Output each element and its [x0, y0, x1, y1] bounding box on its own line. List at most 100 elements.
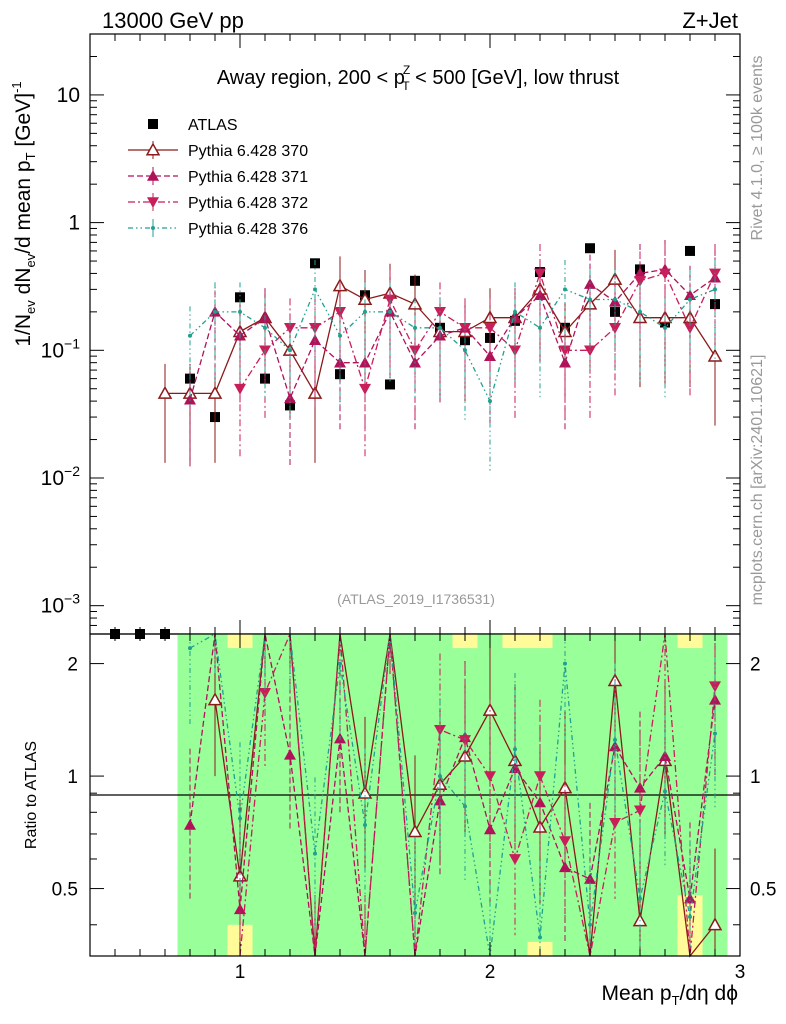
main-point [388, 309, 392, 314]
main-point [385, 379, 395, 390]
ratio-point [713, 731, 717, 736]
main-ticks: 10−3 10−2 10−1 1 10 [41, 33, 741, 635]
main-point [407, 296, 423, 310]
ratio-point [234, 903, 246, 915]
ratio-y-tick-label-right: 0.5 [750, 880, 776, 901]
main-point [559, 345, 571, 357]
main-point [488, 399, 492, 404]
ratio-point [634, 805, 646, 817]
main-point [613, 297, 617, 302]
main-point [238, 309, 242, 314]
y-tick-label: 10 [57, 84, 80, 107]
rivet-label: Rivet 4.1.0, ≥ 100k events [749, 56, 766, 241]
analysis-watermark: (ATLAS_2019_I1736531) [337, 591, 495, 607]
main-point [684, 289, 696, 301]
mcplots-label: mcplots.cern.ch [arXiv:2401.10621] [749, 355, 766, 606]
legend-marker [147, 197, 159, 208]
ratio-point [207, 692, 223, 706]
ratio-point [563, 661, 567, 666]
main-point [659, 268, 671, 280]
ratio-point [184, 818, 196, 830]
ratio-point [534, 796, 546, 808]
ratio-point [413, 911, 417, 916]
legend-marker [151, 226, 155, 230]
ratio-point [363, 822, 367, 827]
ratio-y-tick-label: 2 [67, 655, 78, 676]
ratio-point [638, 896, 642, 901]
ratio-series-line-3 [189, 632, 716, 957]
main-point [484, 323, 496, 334]
legend-label: Pythia 6.428 370 [188, 143, 308, 160]
y-tick-label: 1 [68, 212, 80, 235]
ratio-point [438, 774, 442, 779]
main-point [207, 385, 223, 399]
legend-label: Pythia 6.428 372 [188, 195, 308, 212]
main-point [188, 333, 192, 338]
plot-title: Away region, 200 < pZ T < 500 [GeV], low … [217, 63, 620, 93]
main-point [688, 297, 692, 302]
ratio-point [684, 892, 696, 904]
ratio-point [459, 735, 471, 746]
legend-marker [147, 170, 159, 181]
main-series-layer [110, 239, 723, 639]
main-point [534, 268, 546, 280]
x-tick-label: 3 [735, 962, 746, 983]
ratio-point [609, 817, 621, 829]
main-point [263, 325, 267, 330]
x-axis-label: Mean pT/dη dϕ [602, 982, 738, 1008]
legend-entry-1: Pythia 6.428 370 [128, 141, 308, 160]
main-point [709, 268, 721, 280]
main-point [585, 243, 595, 254]
legend: ATLAS Pythia 6.428 370 Pythia 6.428 371 Pyt… [128, 117, 308, 238]
header-left: 13000 GeV pp [102, 8, 244, 33]
main-point [157, 385, 173, 399]
ratio-point [659, 750, 671, 762]
legend-label: ATLAS [188, 117, 238, 134]
ratio-point [559, 836, 571, 848]
ratio-panel: 0.5 0.5 1 1 2 2 1 2 3 Ratio to ATLAS [23, 632, 776, 983]
ratio-point [513, 747, 517, 752]
main-point [634, 276, 646, 287]
main-point [288, 348, 292, 353]
ratio-point [609, 740, 621, 752]
main-point [313, 287, 317, 292]
legend-entry-4: Pythia 6.428 376 [128, 219, 308, 238]
main-point [684, 323, 696, 334]
ratio-point [188, 646, 192, 651]
ratio-point [284, 748, 296, 760]
main-point [484, 350, 496, 361]
main-point [538, 325, 542, 330]
ratio-y-axis-label: Ratio to ATLAS [23, 741, 40, 849]
ratio-point [588, 922, 592, 927]
y-axis-label: 1/Nev dNev/d mean pT [GeV]-1 [9, 81, 38, 346]
header-right: Z+Jet [682, 8, 738, 33]
main-point [284, 323, 296, 334]
ratio-y-tick-label-right: 1 [750, 767, 761, 788]
ratio-point [534, 771, 546, 783]
ratio-point [313, 851, 317, 856]
legend-label: Pythia 6.428 371 [188, 169, 308, 186]
ratio-point [688, 914, 692, 919]
legend-entry-3: Pythia 6.428 372 [128, 193, 308, 212]
main-point [513, 309, 517, 314]
ratio-series-3 [188, 632, 717, 957]
main-point [235, 292, 245, 303]
main-point [588, 297, 592, 302]
main-point [359, 383, 371, 395]
main-point [663, 325, 667, 330]
main-series-4 [188, 259, 717, 471]
legend-entry-0: ATLAS [148, 117, 238, 134]
main-point [434, 307, 446, 318]
ratio-point [484, 771, 496, 783]
ratio-point [484, 823, 496, 835]
ratio-point [238, 816, 242, 821]
ratio-y-tick-label: 1 [67, 767, 78, 788]
main-point [338, 333, 342, 338]
main-point [184, 393, 196, 405]
ratio-series-line-2 [239, 633, 716, 957]
main-point [438, 325, 442, 330]
legend-marker [145, 142, 161, 156]
ratio-series-layer [184, 632, 723, 958]
main-point [213, 309, 217, 314]
